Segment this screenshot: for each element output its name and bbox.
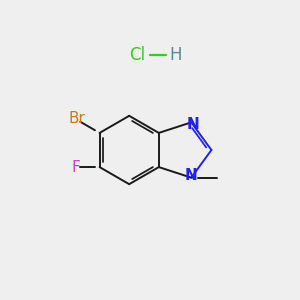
- Text: N: N: [186, 117, 199, 132]
- Text: Cl: Cl: [129, 46, 146, 64]
- Text: H: H: [169, 46, 182, 64]
- Text: N: N: [185, 168, 198, 183]
- Text: F: F: [71, 160, 80, 175]
- Text: Br: Br: [68, 111, 86, 126]
